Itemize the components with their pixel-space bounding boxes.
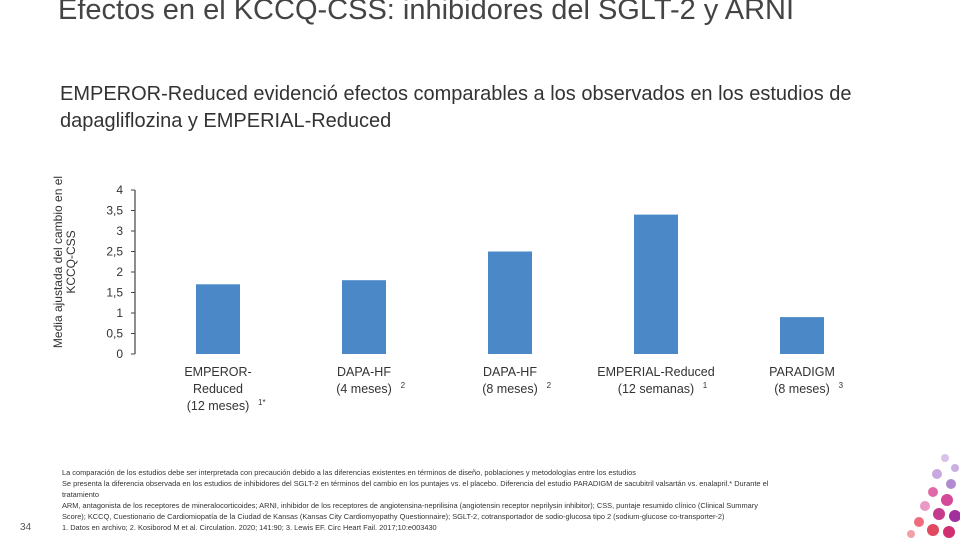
x-category-label: DAPA-HF [337, 365, 391, 379]
footnote-line: Score); KCCQ, Cuestionario de Cardiomiop… [62, 512, 725, 521]
footnote-line: ARM, antagonista de los receptores de mi… [62, 501, 758, 510]
footnote-line: 1. Datos en archivo; 2. Kosiborod M et a… [62, 523, 437, 532]
x-category-label: (12 meses) [187, 399, 250, 413]
y-tick-label: 4 [116, 183, 123, 197]
slide-subtitle: EMPEROR-Reduced evidenció efectos compar… [60, 83, 852, 132]
footnote-line: La comparación de los estudios debe ser … [62, 468, 636, 477]
x-category-superscript: 3 [839, 381, 844, 390]
x-category-label: EMPEROR- [184, 365, 251, 379]
footnotes: La comparación de los estudios debe ser … [62, 467, 922, 533]
slide-title: Efectos en el KCCQ-CSS: inhibidores del … [58, 0, 795, 26]
x-category-superscript: 2 [401, 381, 406, 390]
y-tick-label: 0 [116, 347, 123, 361]
bar [780, 317, 824, 354]
x-category-label: (12 semanas) [618, 382, 694, 396]
y-tick-label: 2,5 [106, 245, 123, 259]
y-tick-label: 1 [116, 306, 123, 320]
y-tick-label: 3 [116, 224, 123, 238]
x-category-superscript: 1* [258, 398, 266, 407]
x-category-superscript: 1 [703, 381, 708, 390]
x-category-label: Reduced [193, 382, 243, 396]
footnote-line: tratamiento [62, 490, 99, 499]
x-category-label: EMPERIAL-Reduced [597, 365, 714, 379]
x-category-label: (8 meses) [774, 382, 830, 396]
x-category-label: PARADIGM [769, 365, 835, 379]
y-tick-label: 0,5 [106, 327, 123, 341]
decorative-dots-graphic [907, 454, 960, 538]
bar-chart: 0 0,5 1 1,5 2 2,5 3 3,5 4 EMPEROR- Reduced (12 mese… [106, 183, 844, 413]
x-category-label: (8 meses) [482, 382, 538, 396]
footnote-line: Se presenta la diferencia observada en l… [62, 479, 769, 488]
y-axis-label: Media ajustada del cambio en el KCCQ-CSS [51, 175, 78, 349]
y-tick-label: 1,5 [106, 286, 123, 300]
bar [196, 284, 240, 354]
y-tick-label: 3,5 [106, 204, 123, 218]
bar [342, 280, 386, 354]
page-number: 34 [20, 522, 32, 533]
bar [488, 251, 532, 354]
x-category-label: DAPA-HF [483, 365, 537, 379]
x-category-superscript: 2 [547, 381, 552, 390]
bar [634, 214, 678, 354]
y-tick-label: 2 [116, 265, 123, 279]
x-category-label: (4 meses) [336, 382, 392, 396]
